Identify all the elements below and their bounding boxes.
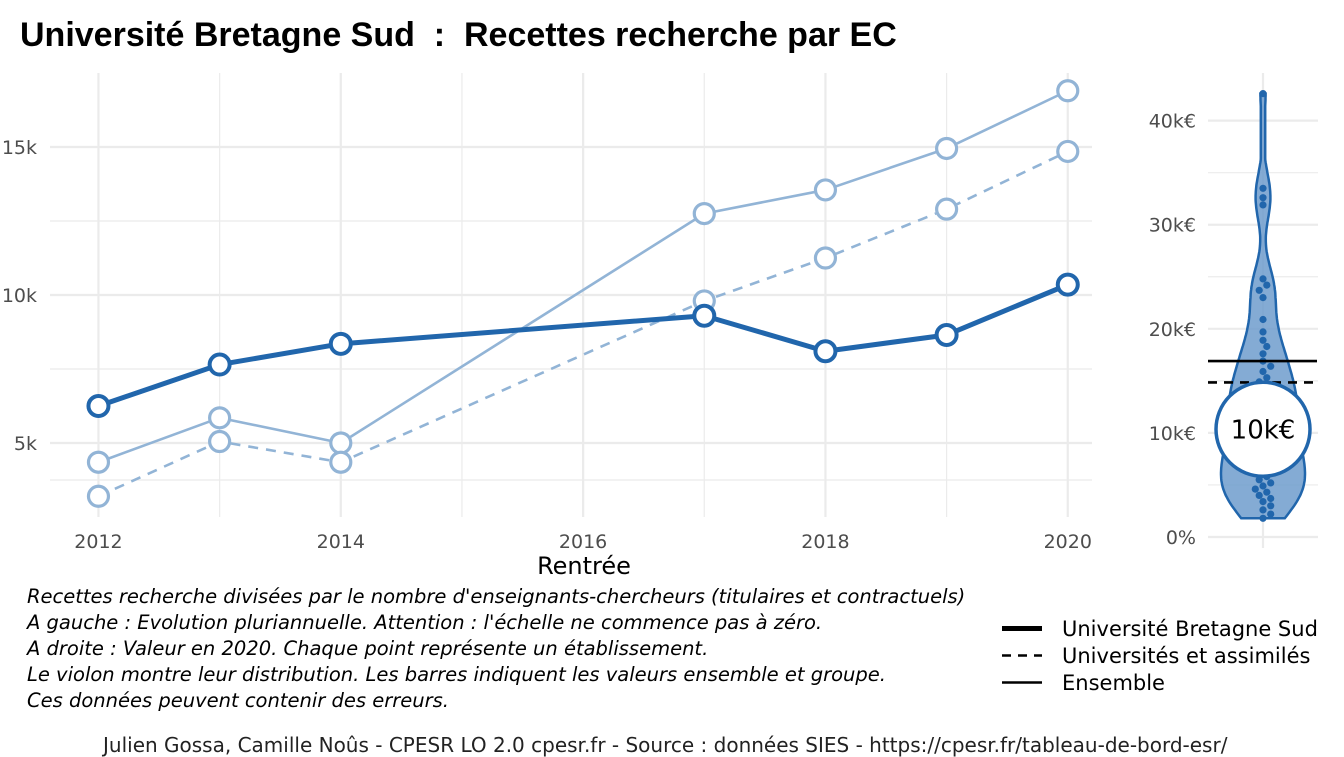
note-line: Recettes recherche divisées par le nombr… [27,585,966,608]
violin-point [1267,362,1275,370]
y-tick-label: 20k€ [1149,319,1196,341]
chart-notes: Recettes recherche divisées par le nombr… [27,584,1027,714]
data-point [328,331,353,356]
data-point [692,202,716,226]
data-point [1056,79,1080,103]
violin-point [1255,476,1263,484]
violin-point [1259,367,1267,376]
y-tick-label: 10k [2,285,37,307]
violin-point [1259,482,1267,490]
x-axis-title: Rentrée [537,552,631,580]
data-point [1055,272,1080,297]
highlight-value-label: 10k€ [1231,415,1296,445]
data-point [208,406,232,430]
data-point [935,197,959,221]
data-point [208,429,232,454]
violin-point [1255,286,1263,294]
violin-point [1259,90,1267,98]
data-point [207,352,232,377]
data-point [935,136,959,161]
legend-label: Universités et assimilés [1062,643,1311,668]
violin-point [1267,502,1275,510]
note-line: A droite : Valeur en 2020. Chaque point … [27,637,709,660]
violin-point [1259,514,1267,522]
highlight-bubble [1214,380,1312,479]
x-tick-label: 2018 [801,531,849,553]
violin-point [1263,281,1271,289]
data-point [1056,139,1080,164]
y-tick-label: 0% [1166,527,1196,549]
note-line: A gauche : Evolution pluriannuelle. Atte… [27,611,823,634]
data-point [86,484,111,508]
legend-label: Université Bretagne Sud [1062,616,1318,641]
violin-point [1267,510,1275,518]
line-chart: 2012 2014 2016 2018 2020 5k 10k 15k Rentrée [2,73,1092,580]
violin-point [1259,350,1267,358]
x-tick-label: 2016 [559,531,607,553]
legend-item: Université Bretagne Sud [1000,615,1318,642]
violin-point [1259,506,1267,514]
legend-key-thick [1000,615,1044,642]
violin-point [1259,184,1267,192]
legend-item: Universités et assimilés [1000,642,1318,669]
data-point [813,339,838,364]
data-point [813,246,838,270]
violin-point [1255,491,1263,499]
data-point [934,322,959,347]
violin-point [1259,498,1267,506]
chart-title: Université Bretagne Sud : Recettes reche… [20,16,897,54]
data-point [813,178,838,202]
data-point [86,394,111,418]
violin-chart: 0% 10k€ 20k€ 30k€ 40k€ 10k€ [1149,73,1318,549]
note-line: Le violon montre leur distribution. Les … [27,663,886,686]
x-tick-label: 2012 [74,531,122,553]
violin-point [1259,315,1267,324]
note-line: Ces données peuvent contenir des erreurs… [27,689,449,712]
data-point [692,303,717,328]
violin-point [1263,374,1271,382]
violin-point [1259,201,1267,209]
y-tick-label: 40k€ [1149,111,1196,133]
violin-point [1259,194,1267,202]
violin-point [1251,485,1259,493]
legend-key-thin [1000,669,1044,696]
violin-point [1259,336,1267,344]
legend-item: Ensemble [1000,669,1318,696]
violin-point [1259,294,1267,302]
data-point [329,450,353,474]
violin-point [1259,328,1267,336]
y-tick-label: 30k€ [1149,215,1196,237]
source-caption: Julien Gossa, Camille Noûs - CPESR LO 2.… [103,733,1228,757]
y-tick-label: 5k [14,433,37,455]
violin-point [1267,479,1275,487]
violin-point [1267,494,1275,503]
legend-key-dashed [1000,642,1044,669]
violin-point [1263,342,1271,351]
y-tick-label: 10k€ [1149,423,1196,445]
legend-label: Ensemble [1062,670,1165,695]
violin-point [1263,488,1271,496]
x-tick-label: 2020 [1044,531,1092,553]
y-tick-label: 15k [2,137,37,159]
legend: Université Bretagne Sud Universités et a… [1000,615,1318,696]
x-tick-label: 2014 [317,531,365,553]
data-point [86,450,111,474]
violin-point [1259,275,1267,283]
